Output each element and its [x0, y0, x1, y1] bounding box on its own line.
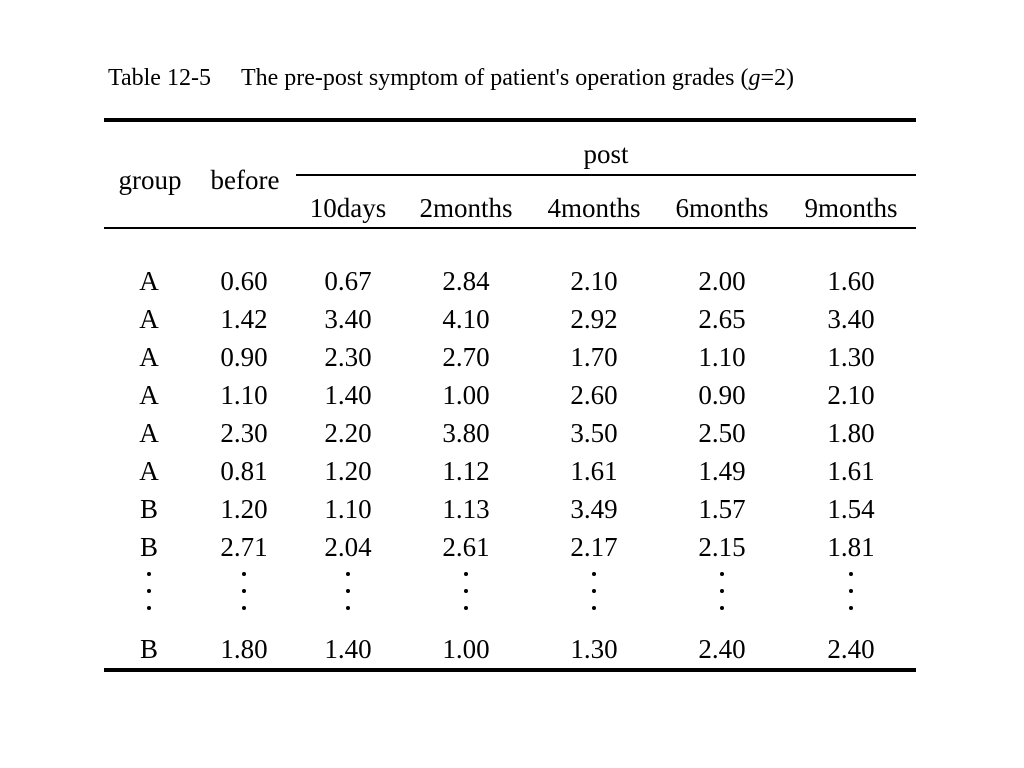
table-cell: 1.81: [827, 532, 875, 562]
table-cell: B: [139, 532, 158, 562]
table-cell: 2.15: [698, 532, 746, 562]
table-cell: 4.10: [442, 304, 490, 334]
vertical-ellipsis: [592, 572, 596, 614]
caption-text: The pre-post symptom of patient's operat…: [240, 65, 749, 91]
table-cell: 1.00: [442, 380, 490, 410]
column-header-post-5: 9months: [804, 193, 898, 223]
column-header-group: group: [118, 165, 182, 195]
vertical-ellipsis: [147, 572, 151, 614]
table-cell: 1.80: [220, 634, 268, 664]
table-cell: 2.65: [698, 304, 746, 334]
table-cell: 2.61: [442, 532, 490, 562]
table-cell: 2.40: [698, 634, 746, 664]
table-cell: A: [139, 266, 159, 296]
bottom-rule: [104, 668, 916, 672]
table-cell: 1.12: [442, 456, 490, 486]
post-subheader-rule: [296, 174, 916, 176]
table-cell: 2.17: [570, 532, 618, 562]
table-cell: 2.84: [442, 266, 490, 296]
table-cell: 2.50: [698, 418, 746, 448]
column-header-post-1: 10days: [309, 193, 387, 223]
table-cell: B: [139, 494, 158, 524]
vertical-ellipsis: [464, 572, 468, 614]
table-cell: 3.50: [570, 418, 618, 448]
table-cell: A: [139, 456, 159, 486]
vertical-ellipsis: [849, 572, 853, 614]
vertical-ellipsis: [346, 572, 350, 614]
table-cell: 1.40: [324, 634, 372, 664]
table-cell: 2.30: [324, 342, 372, 372]
column-header-post-3: 4months: [547, 193, 641, 223]
table-cell: 2.92: [570, 304, 618, 334]
table-cell: 1.00: [442, 634, 490, 664]
table-cell: A: [139, 304, 159, 334]
table-cell: 1.61: [570, 456, 618, 486]
column-header-post-4: 6months: [675, 193, 769, 223]
table-cell: 1.57: [698, 494, 746, 524]
table-number: Table 12-5: [108, 65, 211, 91]
caption-variable: g: [748, 65, 761, 91]
table-cell: 0.60: [220, 266, 268, 296]
top-rule: [104, 118, 916, 122]
table-cell: 2.10: [570, 266, 618, 296]
table-cell: 1.10: [324, 494, 372, 524]
table-cell: 1.49: [698, 456, 746, 486]
table-cell: 1.10: [220, 380, 268, 410]
table-cell: 2.00: [698, 266, 746, 296]
table-cell: 1.54: [827, 494, 875, 524]
table-cell: 1.42: [220, 304, 268, 334]
table-cell: 2.30: [220, 418, 268, 448]
table-cell: 2.20: [324, 418, 372, 448]
table-cell: 3.40: [827, 304, 875, 334]
column-header-post: post: [583, 139, 629, 169]
table-cell: A: [139, 418, 159, 448]
table-cell: 1.20: [324, 456, 372, 486]
vertical-ellipsis: [720, 572, 724, 614]
table-cell: 2.71: [220, 532, 268, 562]
table-cell: 1.20: [220, 494, 268, 524]
table-caption: Table 12-5 The pre-post symptom of patien…: [108, 60, 794, 96]
table-cell: 2.04: [324, 532, 372, 562]
table-cell: 2.60: [570, 380, 618, 410]
table-cell: 2.70: [442, 342, 490, 372]
table-cell: 1.13: [442, 494, 490, 524]
table-cell: A: [139, 380, 159, 410]
table-cell: 1.30: [570, 634, 618, 664]
table-cell: 1.70: [570, 342, 618, 372]
table-cell: 3.40: [324, 304, 372, 334]
table-cell: 0.67: [324, 266, 372, 296]
table-cell: B: [139, 634, 158, 664]
column-header-before: before: [210, 165, 280, 195]
table-cell: 1.61: [827, 456, 875, 486]
table-cell: 1.40: [324, 380, 372, 410]
table-cell: 2.10: [827, 380, 875, 410]
table-cell: 1.80: [827, 418, 875, 448]
table-cell: 0.90: [220, 342, 268, 372]
table-cell: 0.81: [220, 456, 268, 486]
table-cell: 1.30: [827, 342, 875, 372]
table-cell: 0.90: [698, 380, 746, 410]
table-cell: 1.60: [827, 266, 875, 296]
column-header-post-2: 2months: [419, 193, 513, 223]
header-bottom-rule: [104, 227, 916, 229]
table-cell: 1.10: [698, 342, 746, 372]
table-cell: 2.40: [827, 634, 875, 664]
table-cell: 3.80: [442, 418, 490, 448]
vertical-ellipsis: [242, 572, 246, 614]
table-cell: 3.49: [570, 494, 618, 524]
table-cell: A: [139, 342, 159, 372]
caption-text-end: =2): [760, 65, 795, 91]
